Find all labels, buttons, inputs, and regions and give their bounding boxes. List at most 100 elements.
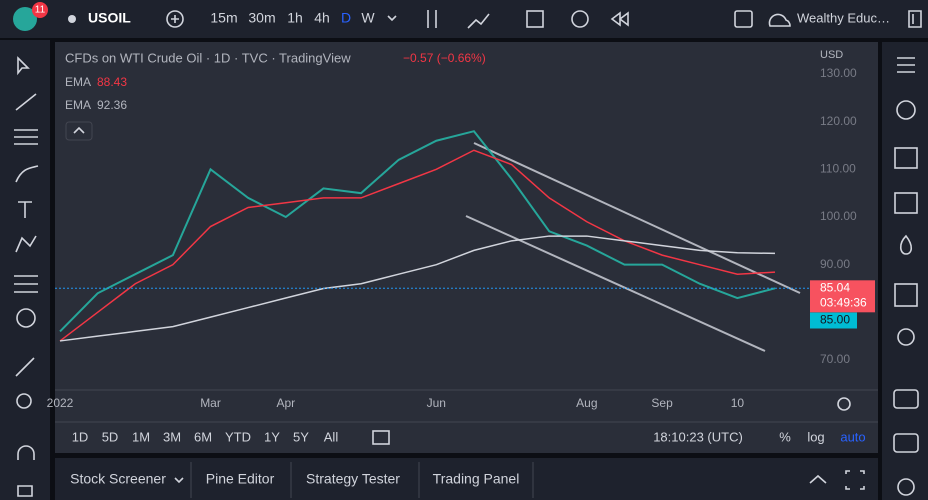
change: −0.57 (−0.66%) bbox=[403, 51, 486, 65]
left-toolbar bbox=[0, 40, 50, 500]
currency[interactable]: USD bbox=[820, 49, 843, 61]
cloud[interactable] bbox=[768, 13, 791, 27]
countdown: 03:49:36 bbox=[820, 295, 867, 309]
range-button[interactable]: 3M bbox=[163, 429, 181, 444]
data-window[interactable] bbox=[894, 283, 918, 307]
help[interactable] bbox=[897, 478, 915, 496]
chart-title: CFDs on WTI Crude Oil · 1D · TVC · Tradi… bbox=[65, 50, 351, 65]
account[interactable]: Wealthy Educ… bbox=[797, 10, 890, 25]
watchlist[interactable] bbox=[897, 57, 915, 73]
settings[interactable] bbox=[837, 397, 851, 411]
trend-tool[interactable] bbox=[15, 93, 37, 111]
panel-tab[interactable]: Strategy Tester bbox=[306, 471, 400, 487]
bid-tag bbox=[810, 312, 857, 329]
timeframe[interactable]: 15m bbox=[210, 10, 237, 26]
timeframe[interactable]: W bbox=[361, 10, 375, 26]
indicator-value: 92.36 bbox=[97, 98, 127, 112]
price-line bbox=[59, 130, 776, 333]
maximize-panel[interactable] bbox=[845, 470, 865, 490]
ema-line bbox=[59, 149, 776, 342]
brush-tool[interactable] bbox=[15, 165, 39, 183]
chats[interactable] bbox=[893, 389, 919, 409]
timeframe[interactable]: D bbox=[341, 10, 351, 26]
x-tick-label: Sep bbox=[651, 396, 673, 410]
range-button[interactable]: 5Y bbox=[293, 429, 309, 444]
layout[interactable] bbox=[734, 10, 753, 28]
range-button[interactable]: 5D bbox=[102, 429, 119, 444]
range-button[interactable]: YTD bbox=[225, 429, 251, 444]
alert[interactable] bbox=[571, 10, 589, 28]
right-toolbar bbox=[882, 42, 928, 500]
y-tick-label: 120.00 bbox=[820, 114, 857, 128]
replay[interactable] bbox=[610, 11, 629, 27]
zoom-tool[interactable] bbox=[16, 393, 32, 409]
chart-type[interactable] bbox=[427, 10, 437, 28]
scale-option[interactable]: auto bbox=[840, 429, 865, 444]
indicator-name: EMA bbox=[65, 75, 91, 89]
pattern-tool[interactable] bbox=[15, 235, 37, 253]
expand-panel[interactable] bbox=[809, 474, 827, 484]
tf-dropdown[interactable] bbox=[387, 15, 397, 22]
x-tick-label: Aug bbox=[576, 396, 597, 410]
timeframe[interactable]: 4h bbox=[314, 10, 330, 26]
channel-bottom bbox=[465, 215, 766, 352]
indicator-name: EMA bbox=[65, 98, 91, 112]
cursor-tool[interactable] bbox=[17, 56, 30, 76]
y-tick-label: 130.00 bbox=[820, 66, 857, 80]
magnet-tool[interactable] bbox=[17, 445, 35, 460]
x-tick-label: Mar bbox=[200, 396, 221, 410]
templates[interactable] bbox=[526, 10, 544, 28]
news[interactable] bbox=[894, 147, 918, 169]
y-tick-label: 90.00 bbox=[820, 257, 850, 271]
collapse-legend[interactable] bbox=[65, 121, 93, 141]
timeframe[interactable]: 1h bbox=[287, 10, 303, 26]
panel-tab[interactable]: Stock Screener bbox=[70, 471, 166, 487]
range-button[interactable]: 1D bbox=[72, 429, 89, 444]
price-scale bbox=[810, 42, 878, 390]
indicators[interactable] bbox=[467, 13, 490, 29]
fib-tool[interactable] bbox=[14, 129, 38, 145]
timeframe[interactable]: 30m bbox=[248, 10, 275, 26]
top-bar bbox=[0, 0, 928, 38]
add-symbol[interactable] bbox=[166, 10, 184, 28]
hotlist[interactable] bbox=[899, 234, 913, 255]
symbol[interactable]: USOIL bbox=[88, 10, 131, 26]
emoji-tool[interactable] bbox=[16, 308, 36, 328]
scale-option[interactable]: log bbox=[807, 429, 824, 444]
lock-tool[interactable] bbox=[17, 485, 33, 497]
range-button[interactable]: 1M bbox=[132, 429, 150, 444]
x-tick-label: Apr bbox=[276, 396, 295, 410]
range-button[interactable]: 1Y bbox=[264, 429, 280, 444]
ruler-tool[interactable] bbox=[15, 357, 35, 377]
text-tool[interactable] bbox=[18, 201, 32, 218]
ema-line bbox=[59, 235, 776, 342]
clock: 18:10:23 (UTC) bbox=[653, 429, 743, 444]
last-price: 85.04 bbox=[820, 280, 850, 294]
range-button[interactable]: 6M bbox=[194, 429, 212, 444]
scale-option[interactable]: % bbox=[779, 429, 791, 444]
tab-dropdown[interactable] bbox=[174, 477, 184, 484]
channel-top bbox=[473, 142, 801, 294]
indicator-value: 88.43 bbox=[97, 75, 127, 89]
date-range[interactable] bbox=[372, 430, 390, 445]
ideas[interactable] bbox=[897, 328, 915, 346]
plus bbox=[171, 15, 179, 23]
last-price-tag bbox=[810, 280, 875, 313]
x-tick-label: Jun bbox=[427, 396, 446, 410]
range-button[interactable]: All bbox=[324, 429, 339, 444]
calendar[interactable] bbox=[894, 192, 918, 214]
panel-tab[interactable]: Trading Panel bbox=[433, 471, 520, 487]
panel-tab[interactable]: Pine Editor bbox=[206, 471, 275, 487]
logo[interactable] bbox=[13, 7, 37, 31]
alerts[interactable] bbox=[896, 100, 916, 120]
chart-pane bbox=[55, 42, 878, 453]
panel-toggle[interactable] bbox=[908, 10, 922, 28]
bid-label: 85.00 bbox=[820, 313, 850, 327]
x-tick-label: 10 bbox=[731, 396, 745, 410]
symbol-icon bbox=[68, 15, 76, 23]
y-tick-label: 110.00 bbox=[820, 162, 856, 176]
caret bbox=[73, 126, 85, 134]
messages[interactable] bbox=[893, 433, 919, 453]
forecast-tool[interactable] bbox=[14, 275, 38, 293]
